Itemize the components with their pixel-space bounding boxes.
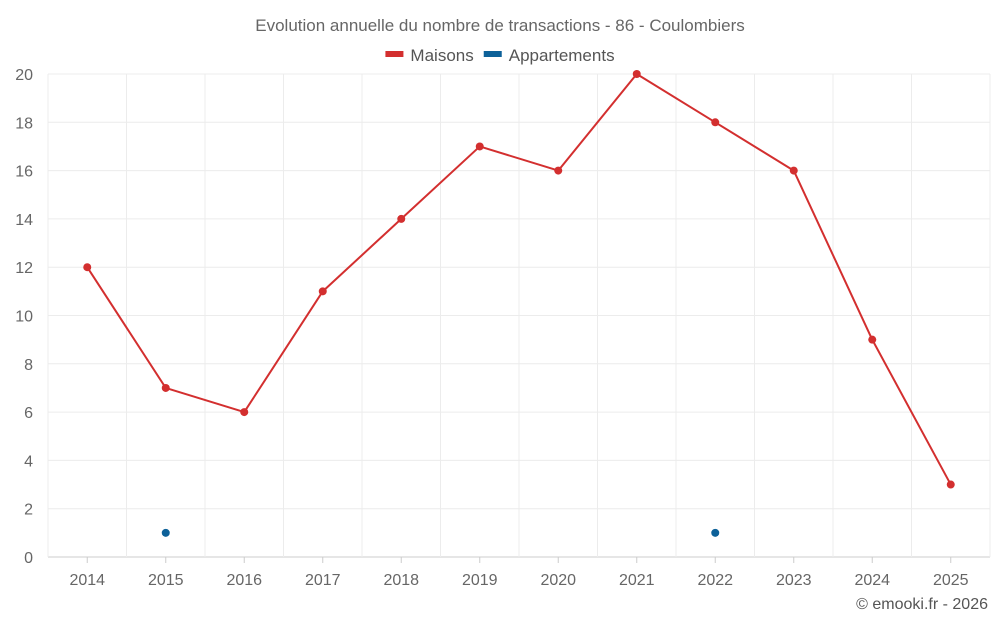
y-tick-label: 6	[24, 405, 33, 422]
data-point[interactable]	[789, 166, 798, 175]
data-point[interactable]	[83, 263, 92, 272]
series-appartements	[161, 528, 720, 537]
legend: Maisons Appartements	[385, 46, 615, 65]
legend-swatch	[483, 51, 502, 57]
y-tick-label: 0	[24, 550, 33, 567]
data-point[interactable]	[240, 408, 249, 417]
y-tick-label: 4	[24, 453, 33, 470]
x-tick-label: 2018	[383, 572, 419, 589]
legend-item-appartements[interactable]: Appartements	[483, 46, 615, 65]
data-point[interactable]	[475, 142, 484, 151]
chart-title: Evolution annuelle du nombre de transact…	[255, 16, 745, 35]
x-tick-label: 2016	[226, 572, 262, 589]
x-tick-label: 2020	[540, 572, 576, 589]
y-axis: 0 2 4 6 8 10 12 14 16 18 20	[15, 67, 33, 567]
y-tick-label: 16	[15, 164, 33, 181]
data-point[interactable]	[318, 287, 327, 296]
series-maisons	[83, 70, 955, 489]
x-axis: 2014 2015 2016 2017 2018 2019 2020 2021 2022 2023…	[69, 557, 969, 589]
legend-label: Appartements	[509, 46, 615, 65]
grid	[47, 73, 991, 558]
credit-text: © emooki.fr - 2026	[856, 596, 988, 613]
data-point[interactable]	[161, 528, 170, 537]
data-point[interactable]	[711, 528, 720, 537]
x-tick-label: 2021	[619, 572, 655, 589]
data-point[interactable]	[554, 166, 563, 175]
x-tick-label: 2014	[69, 572, 105, 589]
x-tick-label: 2023	[776, 572, 812, 589]
x-tick-label: 2017	[305, 572, 341, 589]
data-point[interactable]	[711, 118, 720, 127]
legend-label: Maisons	[410, 46, 473, 65]
legend-swatch	[385, 51, 404, 57]
x-tick-label: 2019	[462, 572, 498, 589]
x-tick-label: 2015	[148, 572, 184, 589]
y-tick-label: 12	[15, 260, 33, 277]
y-tick-label: 14	[15, 212, 33, 229]
y-tick-label: 10	[15, 309, 33, 326]
x-tick-label: 2022	[697, 572, 733, 589]
y-tick-label: 8	[24, 357, 33, 374]
y-tick-label: 2	[24, 502, 33, 519]
series-line	[86, 73, 952, 486]
x-tick-label: 2024	[854, 572, 890, 589]
series-layer	[83, 70, 955, 537]
legend-item-maisons[interactable]: Maisons	[385, 46, 474, 65]
data-point[interactable]	[397, 214, 406, 223]
data-point[interactable]	[868, 335, 877, 344]
y-tick-label: 18	[15, 115, 33, 132]
data-point[interactable]	[632, 70, 641, 78]
data-point[interactable]	[161, 383, 170, 392]
x-tick-label: 2025	[933, 572, 969, 589]
y-tick-label: 20	[15, 67, 33, 84]
data-point[interactable]	[946, 480, 955, 489]
